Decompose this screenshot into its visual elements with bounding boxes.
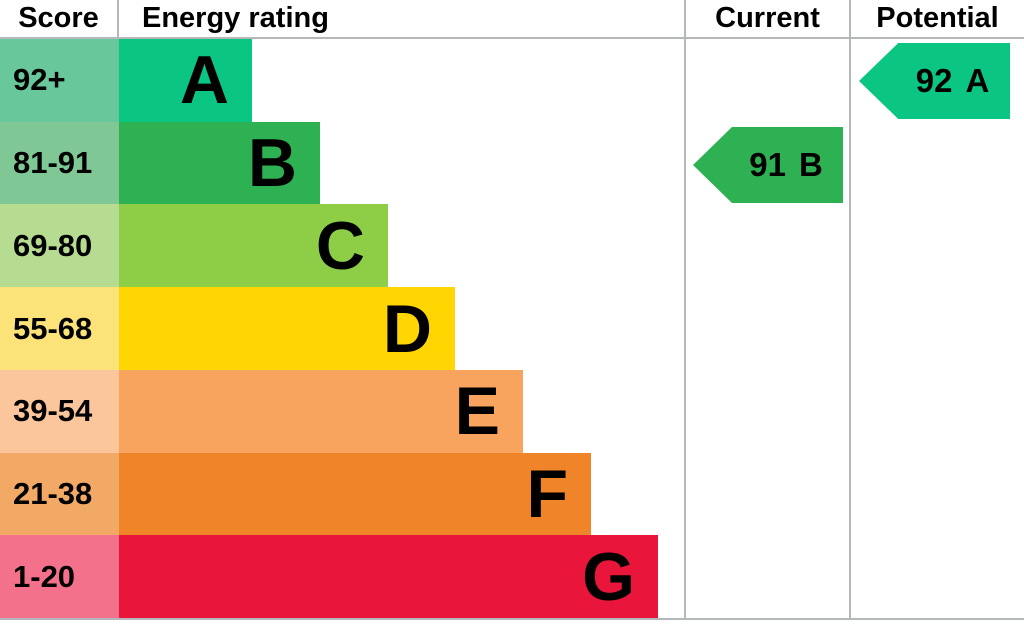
band-score-cell: 55-68 [0,287,119,370]
band-score-cell: 92+ [0,39,119,122]
band-letter: A [179,42,229,119]
band-letter: G [582,538,635,615]
band-row: 55-68 D [0,287,1024,370]
header-current-label: Current [715,2,820,34]
band-bar: F [119,452,591,536]
header-energy-rating-label: Energy rating [142,2,329,34]
band-rows-container: 92+ A 81-91 B 69-80 C 55-68 D 39-54 E 21-38 F 1-20 G [0,39,1024,619]
header-potential-label: Potential [876,2,999,34]
potential-rating-letter: A [965,62,990,99]
band-row: 69-80 C [0,204,1024,288]
band-bar: A [119,39,252,122]
band-letter: E [454,373,500,450]
band-row: 39-54 E [0,369,1024,453]
band-score-range: 39-54 [13,393,93,429]
band-letter: C [315,207,365,284]
band-letter: D [382,290,432,367]
band-score-range: 1-20 [13,558,76,594]
band-score-cell: 21-38 [0,452,119,536]
band-bar: G [119,535,658,619]
current-rating-letter: B [798,146,823,183]
band-score-range: 92+ [13,62,66,98]
band-score-cell: 1-20 [0,535,119,619]
potential-rating-score: 92 [915,62,953,99]
chart-bottom-border [0,618,1024,620]
band-letter: F [526,455,568,532]
band-bar: E [119,369,523,453]
band-bar: C [119,204,388,288]
band-row: 21-38 F [0,452,1024,536]
band-score-range: 55-68 [13,310,93,346]
band-score-range: 69-80 [13,227,93,263]
band-row: 1-20 G [0,535,1024,619]
band-score-cell: 69-80 [0,204,119,288]
header-underline [0,37,1024,39]
band-row: 81-91 B [0,121,1024,205]
band-letter: B [247,125,297,202]
band-score-range: 21-38 [13,475,93,511]
band-bar: B [119,121,320,205]
band-score-cell: 81-91 [0,121,119,205]
band-score-range: 81-91 [13,145,93,181]
score-column-divider [117,0,119,37]
band-bar: D [119,287,455,370]
band-score-cell: 39-54 [0,369,119,453]
band-row: 92+ A [0,39,1024,122]
current-column-divider [684,0,686,620]
current-rating-score: 91 [749,146,786,183]
header-score-label: Score [18,2,99,34]
potential-column-divider [849,0,851,620]
